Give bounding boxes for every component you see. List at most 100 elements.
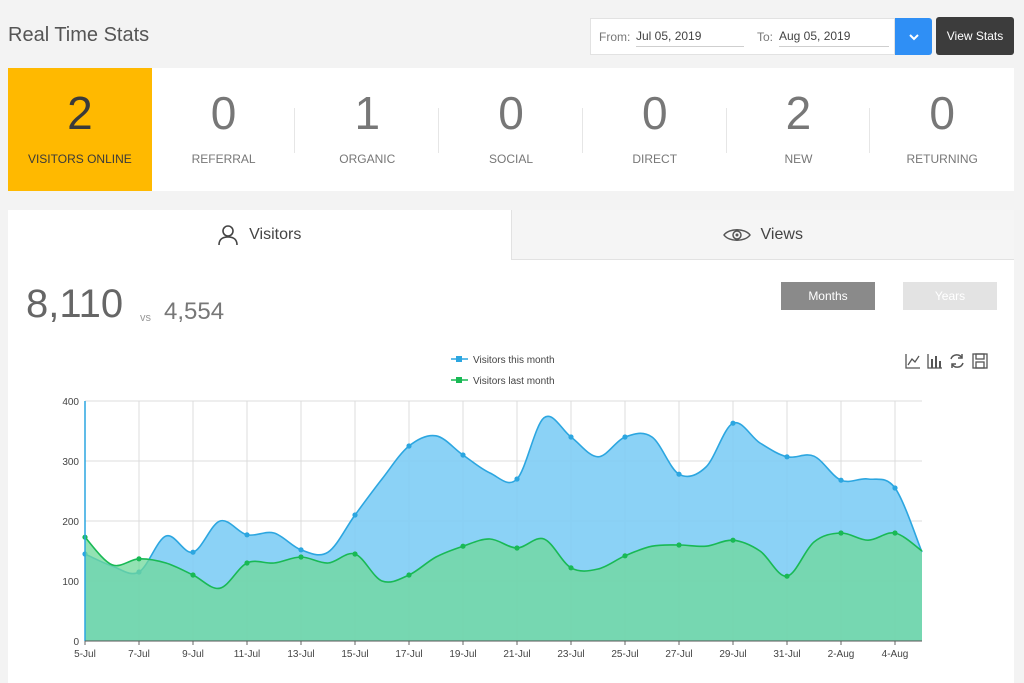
- tab-views-label: Views: [760, 225, 803, 243]
- data-point: [514, 476, 520, 482]
- data-point: [352, 551, 358, 557]
- divider: [294, 108, 296, 153]
- panel-tabs: Visitors Views: [8, 210, 1014, 260]
- divider: [581, 108, 583, 153]
- visitors-panel: Visitors Views 8,110 vs 4,554 Months Yea…: [8, 210, 1014, 683]
- divider: [869, 108, 871, 153]
- x-tick-label: 9-Jul: [182, 649, 204, 660]
- divider: [438, 108, 440, 153]
- stat-value: 1: [354, 87, 381, 139]
- to-label: To:: [757, 30, 774, 44]
- data-point: [568, 565, 574, 571]
- y-tick-label: 400: [62, 397, 79, 408]
- legend-label: Visitors last month: [473, 376, 555, 387]
- data-point: [676, 542, 682, 548]
- data-point: [244, 532, 250, 538]
- stat-value: 0: [641, 87, 668, 139]
- divider: [725, 108, 727, 153]
- stat-value: 0: [210, 87, 237, 139]
- chevron-down-icon: [908, 33, 919, 40]
- x-tick-label: 19-Jul: [449, 649, 476, 660]
- bar-chart-icon[interactable]: [926, 352, 944, 370]
- data-point: [406, 443, 412, 449]
- stat-value: 2: [785, 87, 812, 139]
- from-label: From:: [599, 30, 631, 44]
- stat-value: 2: [67, 87, 93, 139]
- data-point: [892, 530, 898, 536]
- data-point: [568, 434, 574, 440]
- legend-label: Visitors this month: [473, 355, 555, 366]
- series-area-last-month: [85, 532, 922, 641]
- x-tick-label: 15-Jul: [341, 649, 368, 660]
- view-stats-button[interactable]: View Stats: [936, 17, 1014, 55]
- date-range-picker: From: To:: [590, 18, 895, 55]
- x-tick-label: 31-Jul: [773, 649, 800, 660]
- x-tick-label: 4-Aug: [882, 649, 909, 660]
- data-point: [406, 572, 412, 578]
- y-tick-label: 0: [73, 637, 79, 648]
- data-point: [460, 452, 466, 458]
- data-point: [892, 485, 898, 491]
- data-point: [244, 560, 250, 566]
- user-icon: [218, 225, 238, 246]
- stat-value: 0: [929, 87, 955, 139]
- refresh-icon[interactable]: [948, 352, 966, 370]
- stat-label: REFERRAL: [191, 152, 256, 166]
- stat-visitors-online[interactable]: 2 VISITORS ONLINE: [8, 68, 152, 191]
- tab-visitors[interactable]: Visitors: [8, 210, 511, 260]
- data-point: [190, 572, 196, 578]
- data-point: [622, 553, 628, 559]
- save-icon[interactable]: [971, 352, 989, 370]
- data-point: [838, 477, 844, 483]
- stat-referral[interactable]: 0 REFERRAL: [152, 68, 296, 191]
- x-tick-label: 21-Jul: [503, 649, 530, 660]
- x-tick-label: 2-Aug: [828, 649, 855, 660]
- visitors-area-chart: 0 100 200 300 400 5-Jul 7-Jul 9-Jul 11-Jul 13-Jul…: [62, 355, 923, 660]
- data-point: [514, 545, 520, 551]
- stat-label: RETURNING: [906, 152, 978, 166]
- stat-organic[interactable]: 1 ORGANIC: [295, 68, 440, 191]
- stat-returning[interactable]: 0 RETURNING: [870, 68, 1014, 191]
- date-range-dropdown-button[interactable]: [895, 18, 932, 55]
- stat-label: ORGANIC: [339, 152, 396, 166]
- stat-label: DIRECT: [632, 152, 678, 166]
- visitors-current-total: 8,110: [26, 282, 124, 326]
- data-point: [352, 512, 358, 518]
- y-tick-label: 200: [62, 517, 79, 528]
- legend-marker: [456, 377, 462, 383]
- months-toggle-button[interactable]: Months: [781, 282, 875, 310]
- to-date-input[interactable]: [779, 25, 889, 47]
- x-tick-label: 17-Jul: [395, 649, 422, 660]
- data-point: [676, 471, 682, 477]
- x-tick-label: 11-Jul: [234, 649, 261, 660]
- data-point: [838, 530, 844, 536]
- x-tick-label: 13-Jul: [287, 649, 314, 660]
- stats-summary: 2 VISITORS ONLINE 0 REFERRAL 1 ORGANIC 0…: [8, 68, 1014, 191]
- visitors-previous-total: 4,554: [164, 298, 225, 325]
- data-point: [298, 554, 304, 560]
- x-tick-label: 5-Jul: [74, 649, 96, 660]
- y-tick-label: 300: [62, 457, 79, 468]
- data-point: [298, 547, 304, 553]
- line-chart-icon[interactable]: [904, 352, 922, 370]
- stat-social[interactable]: 0 SOCIAL: [439, 68, 583, 191]
- x-tick-label: 7-Jul: [128, 649, 150, 660]
- stat-direct[interactable]: 0 DIRECT: [583, 68, 727, 191]
- legend-marker: [456, 356, 462, 362]
- x-tick-label: 27-Jul: [665, 649, 692, 660]
- stat-label: NEW: [784, 152, 813, 166]
- data-point: [190, 549, 196, 555]
- stat-new[interactable]: 2 NEW: [727, 68, 871, 191]
- stat-value: 0: [498, 87, 524, 139]
- y-tick-label: 100: [62, 577, 79, 588]
- x-tick-label: 25-Jul: [611, 649, 638, 660]
- data-point: [622, 434, 628, 440]
- tab-views[interactable]: Views: [510, 210, 1014, 260]
- page-title: Real Time Stats: [8, 24, 150, 46]
- data-point: [136, 556, 142, 562]
- data-point: [730, 537, 736, 543]
- from-date-input[interactable]: [636, 25, 744, 47]
- data-point: [784, 454, 790, 460]
- years-toggle-button[interactable]: Years: [903, 282, 997, 310]
- data-point: [784, 573, 790, 579]
